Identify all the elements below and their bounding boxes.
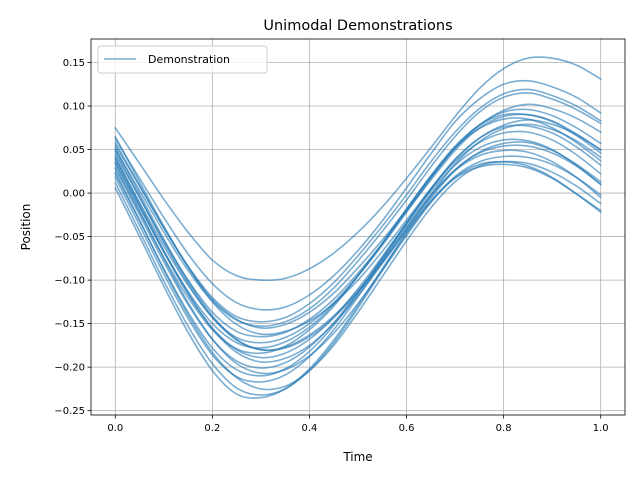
chart-title: Unimodal Demonstrations (263, 18, 452, 34)
x-tick-label: 1.0 (593, 423, 609, 434)
y-tick-label: −0.10 (54, 276, 85, 287)
legend-box (97, 45, 268, 74)
demonstration-line (114, 123, 602, 351)
x-tick-label: 0.4 (302, 423, 318, 434)
demonstration-line (114, 160, 602, 396)
demonstration-line (114, 163, 602, 399)
series-lines (114, 56, 602, 399)
grid (91, 39, 625, 415)
demonstration-line (114, 160, 602, 391)
demonstration-line (114, 108, 602, 338)
x-axis-ticks: 0.0 0.2 0.4 0.6 0.8 1.0 (107, 415, 609, 434)
legend: Demonstration (97, 45, 268, 74)
y-tick-label: −0.15 (54, 319, 85, 330)
demonstration-line (114, 117, 602, 355)
demonstration-line (114, 79, 602, 311)
y-tick-label: 0.05 (63, 145, 85, 156)
demonstration-line (114, 92, 602, 328)
demonstration-line (114, 155, 602, 375)
x-tick-label: 0.8 (496, 423, 512, 434)
y-axis-label: Position (19, 204, 33, 251)
x-tick-label: 0.0 (107, 423, 123, 434)
x-tick-label: 0.2 (204, 423, 220, 434)
y-tick-label: −0.05 (54, 232, 85, 243)
demonstration-line (114, 56, 602, 282)
plot-frame (90, 38, 626, 416)
y-tick-label: 0.10 (63, 102, 85, 113)
demonstration-line (114, 138, 602, 377)
demonstration-line (114, 149, 602, 383)
demonstration-line (114, 119, 602, 336)
y-axis-ticks: −0.25 −0.20 −0.15 −0.10 −0.05 0.00 0.05 0.10 0.1… (54, 58, 91, 417)
legend-label: Demonstration (148, 53, 230, 66)
x-tick-label: 0.6 (399, 423, 415, 434)
y-tick-label: −0.20 (54, 363, 85, 374)
x-axis-label: Time (342, 450, 372, 464)
y-tick-label: 0.00 (63, 189, 85, 200)
y-tick-label: 0.15 (63, 58, 85, 69)
y-tick-label: −0.25 (54, 406, 85, 417)
